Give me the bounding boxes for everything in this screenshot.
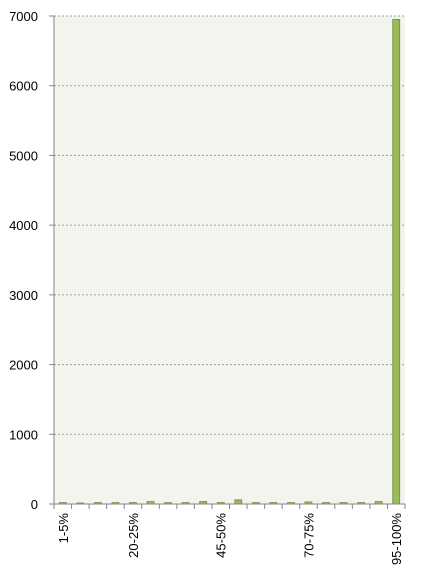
y-axis-ticks: 0 1000 2000 3000 4000 5000 6000 7000: [9, 9, 54, 512]
x-tick-label: 20-25%: [126, 513, 141, 558]
y-tick-label: 7000: [9, 9, 38, 24]
x-tick-label: 1-5%: [56, 513, 71, 544]
y-tick-label: 5000: [9, 148, 38, 163]
x-tick-label: 95-100%: [389, 513, 404, 565]
bar: [392, 19, 401, 505]
y-tick-label: 0: [31, 497, 38, 512]
y-tick-label: 1000: [9, 427, 38, 442]
y-tick-label: 2000: [9, 358, 38, 373]
x-tick-label: 45-50%: [214, 513, 229, 558]
gridlines: [54, 15, 405, 435]
y-tick-label: 3000: [9, 288, 38, 303]
bar: [234, 499, 243, 505]
y-tick-label: 6000: [9, 79, 38, 94]
x-axis-ticks: 1-5% 20-25% 45-50% 70-75% 95-100%: [53, 504, 406, 565]
y-tick-label: 4000: [9, 218, 38, 233]
x-tick-label: 70-75%: [301, 513, 316, 558]
plot-area: [54, 16, 405, 504]
